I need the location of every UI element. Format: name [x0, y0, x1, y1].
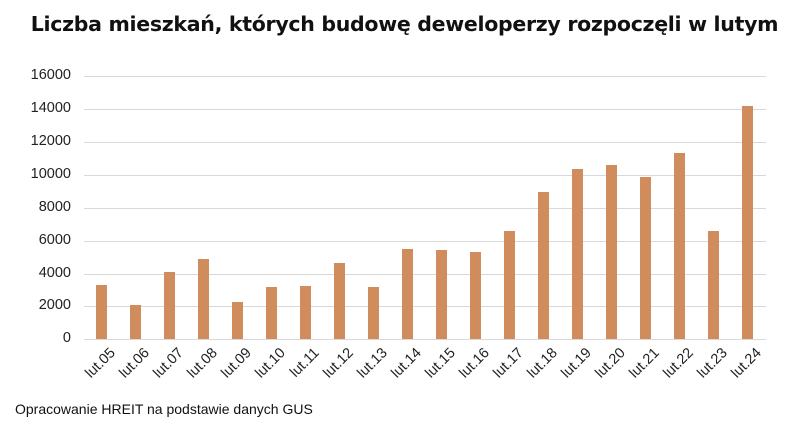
- bar: [504, 231, 515, 340]
- x-tick-label: lut.08: [183, 345, 221, 382]
- bar: [300, 286, 311, 340]
- x-tick-label: lut.19: [557, 345, 595, 382]
- y-tick-label: 4000: [38, 265, 71, 281]
- y-tick-label: 0: [62, 330, 71, 346]
- x-tick-label: lut.10: [251, 345, 289, 382]
- y-tick-label: 12000: [30, 133, 71, 149]
- bar: [164, 272, 175, 340]
- bar: [198, 259, 209, 340]
- bar: [402, 249, 413, 340]
- gridline: [84, 241, 766, 242]
- bar: [130, 304, 141, 340]
- x-tick-label: lut.23: [693, 345, 731, 382]
- chart-title: Liczba mieszkań, których budowę dewelope…: [30, 12, 779, 36]
- bar: [572, 169, 583, 340]
- x-tick-label: lut.13: [353, 345, 391, 382]
- gridline: [84, 274, 766, 275]
- bar: [436, 250, 447, 340]
- gridline: [84, 208, 766, 209]
- x-tick-label: lut.06: [115, 345, 153, 382]
- x-tick-label: lut.12: [319, 345, 357, 382]
- x-tick-label: lut.05: [81, 345, 119, 382]
- x-tick-label: lut.16: [455, 345, 493, 382]
- x-tick-label: lut.09: [217, 345, 255, 382]
- y-tick-label: 16000: [30, 67, 71, 83]
- bar: [674, 153, 685, 340]
- gridline: [84, 142, 766, 143]
- y-tick-label: 8000: [38, 199, 71, 215]
- x-tick-label: lut.17: [489, 345, 527, 382]
- y-tick-label: 14000: [30, 100, 71, 116]
- x-tick-label: lut.20: [591, 345, 629, 382]
- x-tick-label: lut.15: [421, 345, 459, 382]
- y-tick-label: 2000: [38, 297, 71, 313]
- bar: [606, 165, 617, 340]
- bar: [538, 192, 549, 340]
- source-note: Opracowanie HREIT na podstawie danych GU…: [15, 401, 313, 417]
- bar: [266, 287, 277, 340]
- x-tick-label: lut.07: [149, 345, 187, 382]
- x-tick-label: lut.11: [286, 345, 323, 381]
- x-tick-label: lut.18: [523, 345, 561, 382]
- gridline: [84, 306, 766, 307]
- x-axis-line: [84, 339, 766, 340]
- bar: [470, 252, 481, 340]
- bar: [334, 263, 345, 340]
- y-tick-label: 10000: [30, 166, 71, 182]
- gridline: [84, 76, 766, 77]
- bar: [742, 106, 753, 340]
- bar: [708, 231, 719, 340]
- gridline: [84, 175, 766, 176]
- gridline: [84, 109, 766, 110]
- x-tick-label: lut.24: [727, 345, 765, 382]
- bar: [640, 177, 651, 340]
- bar: [368, 287, 379, 340]
- x-tick-label: lut.22: [659, 345, 697, 382]
- x-tick-label: lut.14: [387, 345, 425, 382]
- y-tick-label: 6000: [38, 232, 71, 248]
- x-tick-label: lut.21: [625, 345, 663, 382]
- bar: [232, 302, 243, 340]
- bar: [96, 285, 107, 340]
